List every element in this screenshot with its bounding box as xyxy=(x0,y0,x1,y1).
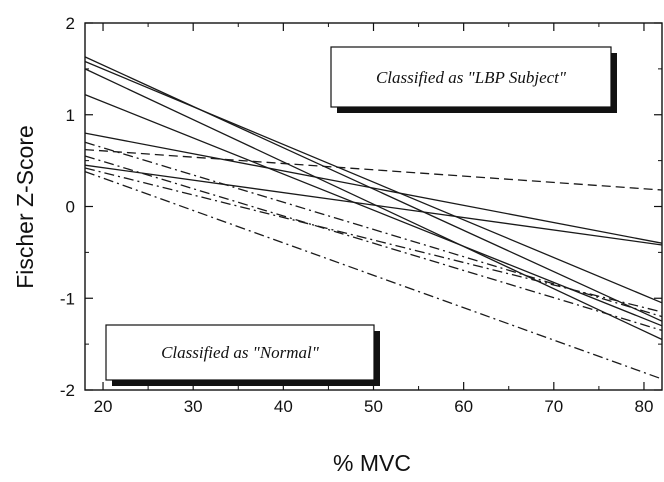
x-tick-label: 60 xyxy=(454,397,473,416)
y-tick-label: 0 xyxy=(66,198,75,217)
series-group xyxy=(84,56,663,380)
y-tick-label: -1 xyxy=(60,289,75,308)
series-line-3 xyxy=(84,68,663,341)
series-line-7 xyxy=(84,148,663,191)
series-line-6 xyxy=(84,164,663,246)
series-line-2 xyxy=(84,60,663,304)
x-tick-label: 50 xyxy=(364,397,383,416)
x-tick-label: 40 xyxy=(274,397,293,416)
annotation-normal-text: Classified as "Normal" xyxy=(161,343,320,362)
annotation-lbp-text: Classified as "LBP Subject" xyxy=(376,68,567,87)
series-line-1 xyxy=(84,56,663,322)
x-tick-label: 30 xyxy=(184,397,203,416)
series-line-9 xyxy=(84,155,663,332)
y-tick-label: 2 xyxy=(66,14,75,33)
x-tick-label: 20 xyxy=(94,397,113,416)
annotation-normal: Classified as "Normal" xyxy=(105,324,380,386)
y-tick-label: 1 xyxy=(66,106,75,125)
x-tick-label: 70 xyxy=(544,397,563,416)
y-tick-label: -2 xyxy=(60,381,75,400)
x-axis-label: % MVC xyxy=(333,450,411,476)
series-line-5 xyxy=(84,132,663,244)
series-line-11 xyxy=(84,170,663,380)
axis-ticks: 20 30 40 50 60 70 80 -2 -1 0 1 2 xyxy=(60,14,662,416)
annotation-lbp-box xyxy=(330,46,612,108)
y-axis-label: Fischer Z-Score xyxy=(12,125,38,289)
annotation-normal-box xyxy=(105,324,375,381)
series-line-4 xyxy=(84,93,663,327)
annotation-lbp: Classified as "LBP Subject" xyxy=(330,46,617,113)
series-line-10 xyxy=(84,167,663,313)
x-tick-label: 80 xyxy=(635,397,654,416)
